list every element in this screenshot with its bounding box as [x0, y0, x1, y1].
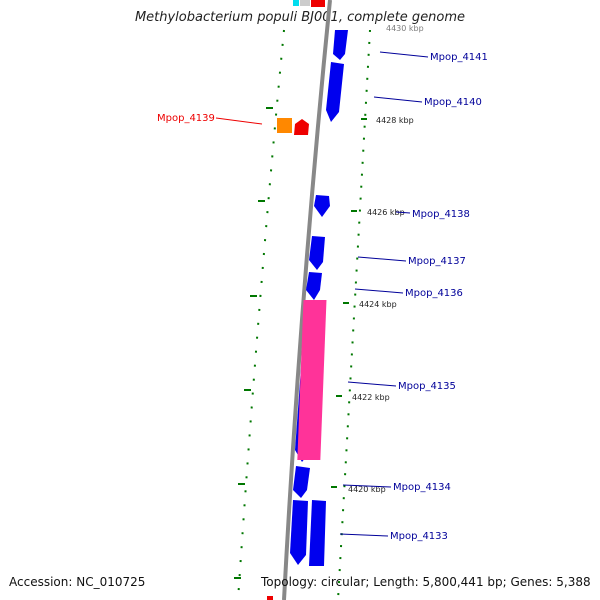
inner-tick-ring [237, 29, 285, 600]
gene-label-mpop-4137[interactable]: Mpop_4137 [408, 256, 466, 267]
scale-label: 4430 kbp [386, 24, 424, 33]
gene-arrow-white-top [300, 0, 310, 6]
gene-arrow-mpop-4136 [306, 272, 322, 300]
gene-arrow-mpop-4138 [314, 195, 330, 217]
leader-line [354, 288, 404, 294]
gene-arrow-mpop-4139 [294, 119, 309, 135]
scale-label: 4422 kbp [352, 393, 390, 402]
gene-label-mpop-4138[interactable]: Mpop_4138 [412, 209, 470, 220]
map-title: Methylobacterium populi BJ001, complete … [134, 10, 466, 25]
leader-line [215, 117, 263, 125]
gene-arrow-mpop-4140 [326, 62, 344, 122]
gene-arrow-mpop-4134 [293, 466, 310, 498]
gene-label-mpop-4135[interactable]: Mpop_4135 [398, 381, 456, 392]
outer-tick-ring [337, 29, 371, 600]
accession-text: Accession: NC_010725 [9, 575, 146, 589]
gene-label-mpop-4141[interactable]: Mpop_4141 [430, 52, 488, 63]
gene-label-mpop-4139[interactable]: Mpop_4139 [157, 113, 215, 124]
topology-text: Topology: circular; Length: 5,800,441 bp… [261, 575, 591, 589]
leader-line [347, 381, 397, 387]
scale-label: 4420 kbp [348, 485, 386, 494]
leader-line [339, 533, 389, 537]
leader-line [395, 211, 411, 214]
gene-arrow-mpop-4141 [333, 30, 348, 60]
scale-label: 4428 kbp [376, 116, 414, 125]
gene-arrow-mpop-4133-a [290, 500, 308, 565]
leader-line [357, 256, 407, 262]
gene-arrow-bottom-red [267, 596, 273, 600]
gene-arrow-cyan [293, 0, 299, 6]
gene-arrow-pink [297, 300, 327, 460]
scale-label: 4424 kbp [359, 300, 397, 309]
leader-line [379, 51, 429, 58]
gene-arrow-mpop-4137 [309, 236, 325, 270]
gene-label-mpop-4140[interactable]: Mpop_4140 [424, 97, 482, 108]
gene-label-mpop-4134[interactable]: Mpop_4134 [393, 482, 451, 493]
gene-label-mpop-4133[interactable]: Mpop_4133 [390, 531, 448, 542]
leader-line [373, 96, 423, 103]
gene-arrow-red-top [311, 0, 325, 7]
gene-arrow-mpop-4133 [309, 500, 326, 566]
gene-arrow-mpop-4139-orange [277, 118, 292, 133]
leader-line [342, 484, 392, 488]
scale-label: 4426 kbp [367, 208, 405, 217]
gene-label-mpop-4136[interactable]: Mpop_4136 [405, 288, 463, 299]
